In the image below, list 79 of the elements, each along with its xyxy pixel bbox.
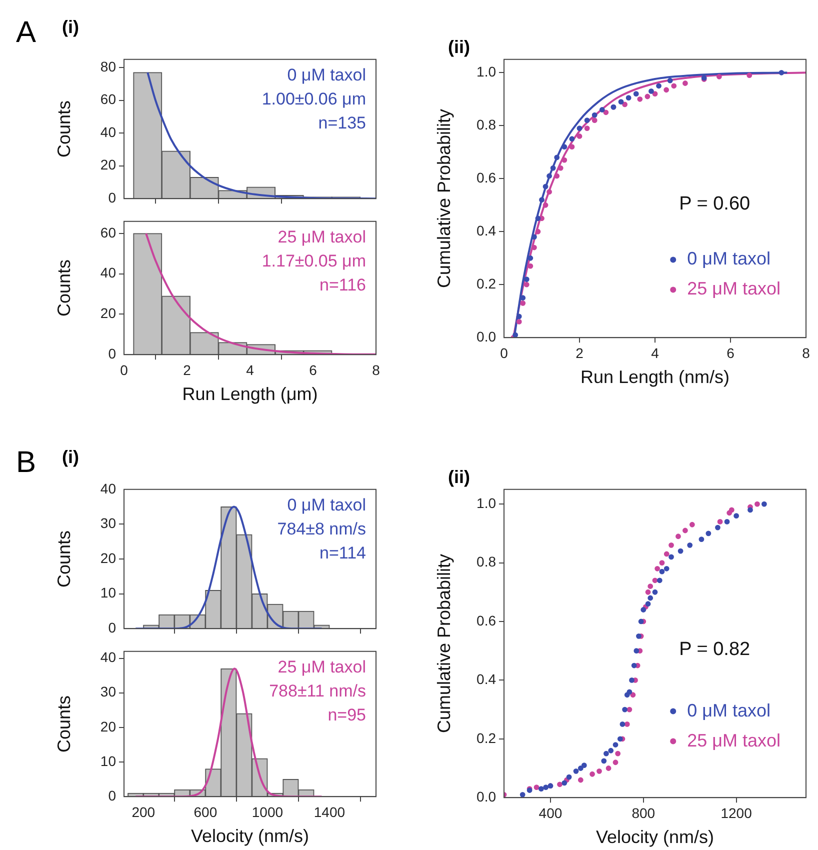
legend-label: 25 μM taxol <box>687 730 781 750</box>
y-tick-label: 0.8 <box>476 554 496 570</box>
y-axis-title: Counts <box>54 100 74 158</box>
y-tick-label: 20 <box>100 156 116 173</box>
y-tick-label: 40 <box>100 124 116 140</box>
legend-label: 0 μM taxol <box>687 248 771 269</box>
y-axis-title: Counts <box>54 530 74 588</box>
y-axis-title: Cumulative Probability <box>434 108 454 288</box>
y-tick-label: 0.4 <box>476 671 496 688</box>
y-tick-label: 0 <box>108 619 116 636</box>
annotation: P = 0.82 <box>679 638 750 660</box>
y-axis-title: Counts <box>54 259 74 317</box>
y-tick-label: 60 <box>100 91 116 108</box>
legend-label: 25 μM taxol <box>687 278 781 299</box>
y-tick-label: 30 <box>100 515 116 532</box>
annotation: n=135 <box>318 114 366 133</box>
y-tick-label: 0.4 <box>476 222 496 238</box>
annotation: 0 μM taxol <box>287 496 366 515</box>
x-tick-label: 4 <box>651 344 660 361</box>
x-tick-label: 2 <box>183 362 192 378</box>
annotation: P = 0.60 <box>679 193 750 214</box>
y-tick-label: 20 <box>100 550 116 566</box>
x-tick-label: 0 <box>120 362 128 378</box>
y-tick-label: 30 <box>100 684 116 700</box>
y-tick-label: 20 <box>100 305 116 322</box>
chart-title: A (i) <box>16 16 80 49</box>
x-tick-label: 600 <box>194 804 218 820</box>
chart-title: (ii) <box>448 467 470 487</box>
legend-label: 0 μM taxol <box>687 700 771 720</box>
x-tick-label: 1400 <box>314 804 346 820</box>
y-tick-label: 0.2 <box>476 730 496 746</box>
annotation: n=116 <box>320 276 366 295</box>
x-tick-label: 6 <box>726 344 735 361</box>
y-tick-label: 1.0 <box>476 64 496 80</box>
y-tick-label: 10 <box>100 752 116 769</box>
y-tick-label: 60 <box>100 224 116 240</box>
annotation: 1.17±0.05 μm <box>262 252 366 271</box>
annotation: 0 μM taxol <box>287 66 366 85</box>
y-tick-label: 0 <box>108 189 116 206</box>
y-tick-label: 0.8 <box>476 116 496 132</box>
x-axis-title: Run Length (μm) <box>182 384 318 404</box>
y-tick-label: 20 <box>100 718 116 734</box>
y-tick-label: 40 <box>100 649 116 666</box>
x-tick-label: 8 <box>372 362 380 378</box>
annotation: n=114 <box>320 544 366 563</box>
annotation: n=95 <box>328 706 366 725</box>
y-tick-label: 80 <box>100 58 116 74</box>
y-tick-label: 1.0 <box>476 494 496 511</box>
x-tick-label: 0 <box>500 344 508 361</box>
annotation: 1.00±0.06 μm <box>262 90 366 109</box>
x-axis-title: Run Length (nm/s) <box>580 367 730 388</box>
y-axis-title: Counts <box>54 695 74 753</box>
y-tick-label: 40 <box>100 480 116 496</box>
y-tick-label: 0.6 <box>476 169 496 186</box>
annotation: 788±11 nm/s <box>269 682 366 701</box>
x-tick-label: 8 <box>802 344 810 361</box>
y-tick-label: 10 <box>100 584 116 601</box>
chart-title: (ii) <box>448 37 470 57</box>
x-tick-label: 800 <box>632 804 656 821</box>
y-tick-label: 40 <box>100 264 116 281</box>
x-axis-title: Velocity (nm/s) <box>596 827 714 848</box>
y-axis-title: Cumulative Probability <box>434 554 454 734</box>
x-tick-label: 2 <box>576 344 584 361</box>
y-tick-label: 0.0 <box>476 788 496 804</box>
y-tick-label: 0 <box>108 787 116 804</box>
x-tick-label: 1000 <box>252 804 284 820</box>
chart-title: B (i) <box>16 446 80 479</box>
y-tick-label: 0.6 <box>476 612 496 628</box>
annotation: 25 μM taxol <box>278 658 366 677</box>
x-tick-label: 6 <box>309 362 318 378</box>
x-tick-label: 400 <box>538 804 562 821</box>
y-tick-label: 0.2 <box>476 275 496 292</box>
x-tick-label: 4 <box>246 362 254 378</box>
x-tick-label: 1200 <box>720 804 752 821</box>
y-tick-label: 0.0 <box>476 328 496 344</box>
x-axis-title: Velocity (nm/s) <box>190 826 310 846</box>
x-tick-label: 200 <box>132 804 156 820</box>
annotation: 784±8 nm/s <box>277 520 366 539</box>
annotation: 25 μM taxol <box>278 228 366 247</box>
